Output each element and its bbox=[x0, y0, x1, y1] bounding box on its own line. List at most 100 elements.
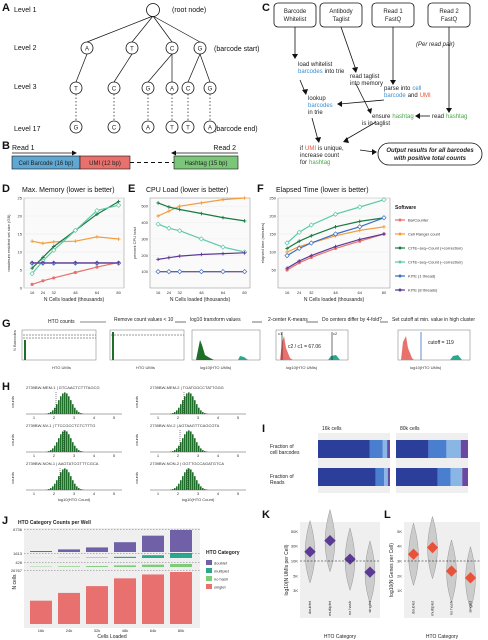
i-subtitle-16k: 16k cells bbox=[322, 426, 342, 432]
data-point bbox=[51, 261, 56, 265]
flow-box-read1-l2: FastQ bbox=[385, 17, 402, 23]
h-bar bbox=[50, 488, 52, 490]
x-tick-label: 48 bbox=[73, 290, 78, 295]
flow-per-pair: (Per read pair) bbox=[416, 42, 455, 48]
flow-arrowheads bbox=[292, 54, 452, 155]
h-xlabel: log10(HTO Count) bbox=[58, 497, 91, 502]
panel-label-h: H bbox=[2, 381, 10, 393]
legend-label: Cell Ranger count bbox=[408, 232, 441, 237]
g-c2: c2 bbox=[333, 331, 338, 336]
data-point bbox=[332, 211, 339, 217]
y-tick-label: 300 bbox=[141, 236, 148, 241]
i-bar-segment bbox=[446, 440, 461, 458]
j-bar-doublet bbox=[142, 535, 164, 552]
h-ylabel: counts bbox=[134, 434, 139, 446]
violin-y-tick: 2K bbox=[397, 573, 402, 578]
data-point bbox=[166, 225, 172, 231]
trie-root-node bbox=[146, 3, 160, 17]
trie-node: C bbox=[186, 87, 191, 93]
data-point bbox=[41, 261, 45, 265]
data-point bbox=[284, 252, 290, 259]
data-point bbox=[30, 266, 34, 270]
x-axis-label: N Cells loaded (thousands) bbox=[170, 297, 231, 303]
y-tick-label: 20 bbox=[18, 214, 23, 219]
violin-x-tick: singlet bbox=[367, 600, 372, 612]
h-bar bbox=[174, 450, 176, 452]
h-bar bbox=[76, 448, 78, 452]
data-point bbox=[167, 205, 171, 209]
j-legend-swatch bbox=[206, 584, 212, 589]
h-bar bbox=[186, 393, 188, 414]
flow-box-taglist bbox=[319, 2, 363, 28]
x-tick-label: 32 bbox=[309, 290, 314, 295]
data-point bbox=[73, 239, 78, 243]
legend-label: CITE−seq−Count (−correction) bbox=[408, 260, 463, 265]
data-point bbox=[381, 215, 387, 221]
trie-level-17-label: Level 17 bbox=[14, 126, 41, 133]
legend-title: Software bbox=[395, 205, 416, 211]
h-bar bbox=[198, 407, 200, 414]
data-point bbox=[177, 254, 182, 258]
h-bar bbox=[172, 489, 174, 490]
data-point bbox=[73, 261, 78, 265]
data-point bbox=[166, 269, 172, 275]
flow-lookup: lookup barcodes in trie bbox=[308, 96, 333, 116]
data-point bbox=[94, 207, 100, 214]
j-bar-singlet bbox=[30, 600, 52, 624]
y-tick-label: 100 bbox=[141, 269, 148, 274]
h-bar bbox=[76, 486, 78, 490]
i-subtitle-80k: 80k cells bbox=[400, 426, 420, 432]
data-point bbox=[72, 227, 78, 234]
j-legend-label: singlet bbox=[214, 585, 226, 590]
j-legend-title: HTO Category bbox=[206, 550, 240, 556]
h-bar bbox=[58, 476, 60, 490]
j-y-tick: 6736 bbox=[13, 527, 23, 532]
l-ylabel: log10(N Genes per Cell) bbox=[389, 543, 395, 597]
legend-label: BarCounter bbox=[408, 218, 429, 223]
flow-arrows bbox=[294, 26, 450, 153]
legend-marker bbox=[398, 232, 402, 236]
y-tick-label: 200 bbox=[141, 253, 148, 258]
panel-i: I 16k cells 80k cells Fraction of cell ba… bbox=[262, 423, 468, 493]
data-point bbox=[73, 270, 77, 275]
trie-node: A bbox=[208, 126, 212, 132]
data-point bbox=[95, 265, 99, 269]
data-point bbox=[357, 219, 362, 224]
violin-median bbox=[464, 572, 477, 584]
trie-node: A bbox=[170, 87, 174, 93]
x-tick-label: 64 bbox=[358, 290, 363, 295]
data-point bbox=[167, 209, 171, 213]
h-x-tick: 2 bbox=[53, 453, 56, 458]
j-bar-singlet bbox=[58, 592, 80, 624]
h-bar bbox=[48, 489, 50, 490]
data-point bbox=[220, 269, 226, 275]
j-legend-label: multiplet bbox=[214, 569, 230, 574]
y-tick-label: 250 bbox=[269, 196, 276, 201]
h-x-tick: 3 bbox=[197, 453, 200, 458]
h-bar bbox=[70, 476, 72, 490]
data-point bbox=[382, 232, 386, 236]
flow-box-read2 bbox=[427, 2, 471, 28]
h-bar bbox=[58, 438, 60, 452]
flow-parse: parse into cell barcode and UMI bbox=[384, 86, 431, 99]
data-point bbox=[242, 196, 247, 200]
trie-level-2-label: Level 2 bbox=[14, 45, 37, 52]
g-plot-filtered bbox=[109, 329, 185, 361]
trie-node: G bbox=[74, 126, 79, 132]
h-bar bbox=[74, 483, 76, 490]
violin-x-tick: doublet bbox=[411, 600, 416, 614]
h-bar bbox=[198, 445, 200, 452]
legend-label: KITE (8 threads) bbox=[408, 288, 438, 293]
flow-read-taglist: read taglist into memory bbox=[350, 74, 383, 87]
h-bar bbox=[174, 488, 176, 490]
data-point bbox=[199, 252, 204, 257]
h-bar bbox=[182, 400, 184, 414]
h-bar bbox=[184, 396, 186, 414]
h-bar bbox=[190, 393, 192, 414]
violin-y-tick: 30K bbox=[291, 544, 298, 549]
j-bar-multiplet bbox=[170, 553, 192, 558]
h-x-tick: 3 bbox=[73, 415, 76, 420]
violin-median bbox=[324, 534, 336, 547]
legend-marker bbox=[398, 288, 402, 292]
